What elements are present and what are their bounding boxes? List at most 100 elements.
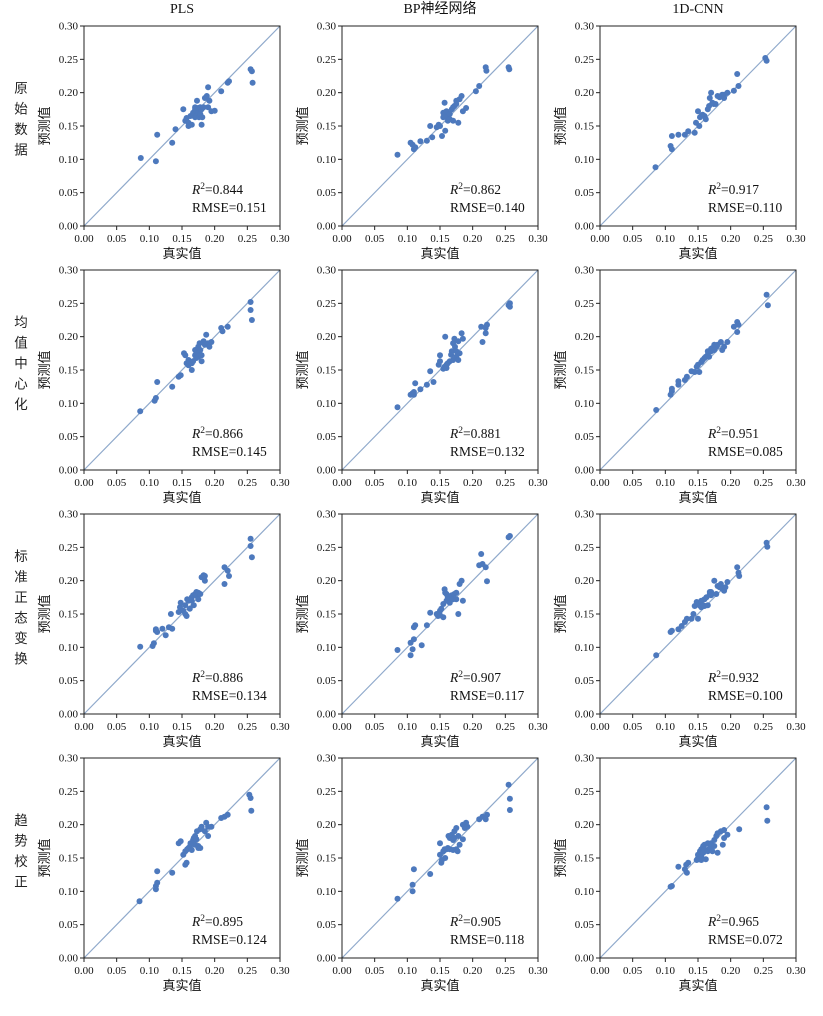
x-axis-label: 真实值 xyxy=(420,978,459,993)
data-point xyxy=(410,389,417,395)
data-point xyxy=(455,119,462,126)
y-tick-label: 0.05 xyxy=(317,919,337,931)
data-point xyxy=(708,592,715,599)
y-tick-label: 0.25 xyxy=(317,54,337,66)
subplot-cell-mc-bp: 0.00 0.00 0.05 0.05 0.10 0.10 0.15 0.15 0.20 0.20… xyxy=(294,264,552,508)
x-tick-label: 0.00 xyxy=(74,965,94,977)
data-point xyxy=(763,804,770,811)
data-point xyxy=(193,836,200,843)
data-point xyxy=(711,843,718,849)
data-point xyxy=(224,567,231,574)
data-point xyxy=(249,79,256,86)
x-tick-label: 0.15 xyxy=(430,721,450,733)
x-tick-label: 0.10 xyxy=(656,233,676,245)
data-point xyxy=(675,863,682,870)
y-tick-label: 0.10 xyxy=(59,154,79,166)
data-point xyxy=(446,111,453,117)
data-point xyxy=(154,131,161,138)
data-point xyxy=(186,605,193,612)
y-tick-label: 0.20 xyxy=(59,331,79,343)
data-point xyxy=(678,623,685,629)
x-tick-label: 0.15 xyxy=(688,721,708,733)
data-point xyxy=(199,114,206,121)
y-tick-label: 0.25 xyxy=(317,298,337,310)
data-points xyxy=(136,791,255,905)
annotation-r2: R2=0.951 xyxy=(707,426,759,441)
annotation-r2: R2=0.965 xyxy=(707,914,759,929)
y-tick-label: 0.10 xyxy=(59,886,79,898)
y-tick-label: 0.30 xyxy=(317,21,337,33)
data-point xyxy=(455,338,462,345)
data-point xyxy=(472,88,479,95)
data-point xyxy=(706,95,713,101)
data-point xyxy=(197,845,204,851)
y-tick-label: 0.25 xyxy=(317,542,337,554)
x-axis-label: 真实值 xyxy=(420,490,459,505)
y-tick-label: 0.30 xyxy=(59,21,79,33)
data-point xyxy=(458,93,465,99)
annotation-rmse: RMSE=0.100 xyxy=(708,688,783,703)
x-tick-label: 0.00 xyxy=(332,233,352,245)
y-tick-label: 0.05 xyxy=(59,919,79,931)
data-point xyxy=(409,646,416,653)
data-point xyxy=(696,369,703,375)
row-label-mean-centering: 均值中心化 xyxy=(12,314,27,418)
annotation-rmse: RMSE=0.117 xyxy=(450,688,525,703)
data-point xyxy=(410,866,417,873)
x-axis-label: 真实值 xyxy=(162,490,201,505)
x-tick-label: 0.20 xyxy=(205,233,225,245)
scatter-plot-mc-pls: 0.000.00 0.05 0.05 0.10 0.10 0.15 0.15 0.20 0.20… xyxy=(37,265,290,506)
data-point xyxy=(764,817,771,824)
x-tick-label: 0.10 xyxy=(398,721,418,733)
data-point xyxy=(730,87,737,94)
x-tick-label: 0.05 xyxy=(365,965,385,977)
data-point xyxy=(442,333,449,340)
data-point xyxy=(702,116,709,123)
y-tick-label: 0.05 xyxy=(575,187,595,199)
data-point xyxy=(417,386,424,393)
data-point xyxy=(506,66,513,73)
data-point xyxy=(205,84,212,91)
scatter-plot-mc-bp: 0.000.00 0.05 0.05 0.10 0.10 0.15 0.15 0.20 0.20… xyxy=(295,265,548,506)
x-axis-label: 真实值 xyxy=(162,978,201,993)
y-tick-label: 0.05 xyxy=(575,431,595,443)
y-tick-label: 0.15 xyxy=(575,365,595,377)
annotation-r2: R2=0.932 xyxy=(707,670,759,685)
y-tick-label: 0.10 xyxy=(575,886,595,898)
y-tick-label: 0.25 xyxy=(59,54,79,66)
x-tick-label: 0.10 xyxy=(398,965,418,977)
subplot-cell-raw-1dcnn: 1D-CNN 0.00 0.00 0.05 0.05 0.10 0.10 0.15 0.15 0… xyxy=(552,2,810,264)
x-tick-label: 0.20 xyxy=(721,721,741,733)
x-tick-label: 0.00 xyxy=(332,721,352,733)
data-points xyxy=(137,66,256,165)
x-tick-label: 0.25 xyxy=(238,477,258,489)
x-tick-label: 0.25 xyxy=(754,233,774,245)
data-point xyxy=(652,164,659,171)
annotation-r2: R2=0.895 xyxy=(191,914,243,929)
data-point xyxy=(483,67,490,74)
y-tick-label: 0.10 xyxy=(317,886,337,898)
data-point xyxy=(690,611,697,617)
data-point xyxy=(704,602,711,609)
x-tick-label: 0.00 xyxy=(74,233,94,245)
x-tick-label: 0.00 xyxy=(590,721,610,733)
data-point xyxy=(167,611,174,617)
data-point xyxy=(429,134,436,141)
data-point xyxy=(247,543,254,549)
y-tick-label: 0.05 xyxy=(59,187,79,199)
x-tick-label: 0.20 xyxy=(205,477,225,489)
y-axis-label: 预测值 xyxy=(295,594,310,633)
y-tick-label: 0.05 xyxy=(317,431,337,443)
data-point xyxy=(443,365,450,371)
data-point xyxy=(668,146,675,153)
data-point xyxy=(505,781,512,788)
y-tick-label: 0.15 xyxy=(575,609,595,621)
x-tick-label: 0.00 xyxy=(74,477,94,489)
x-tick-label: 0.20 xyxy=(463,721,483,733)
data-point xyxy=(691,369,698,375)
data-point xyxy=(247,795,254,801)
data-point xyxy=(226,78,232,85)
data-point xyxy=(180,106,187,113)
data-point xyxy=(713,591,720,597)
y-tick-label: 0.20 xyxy=(575,331,595,343)
